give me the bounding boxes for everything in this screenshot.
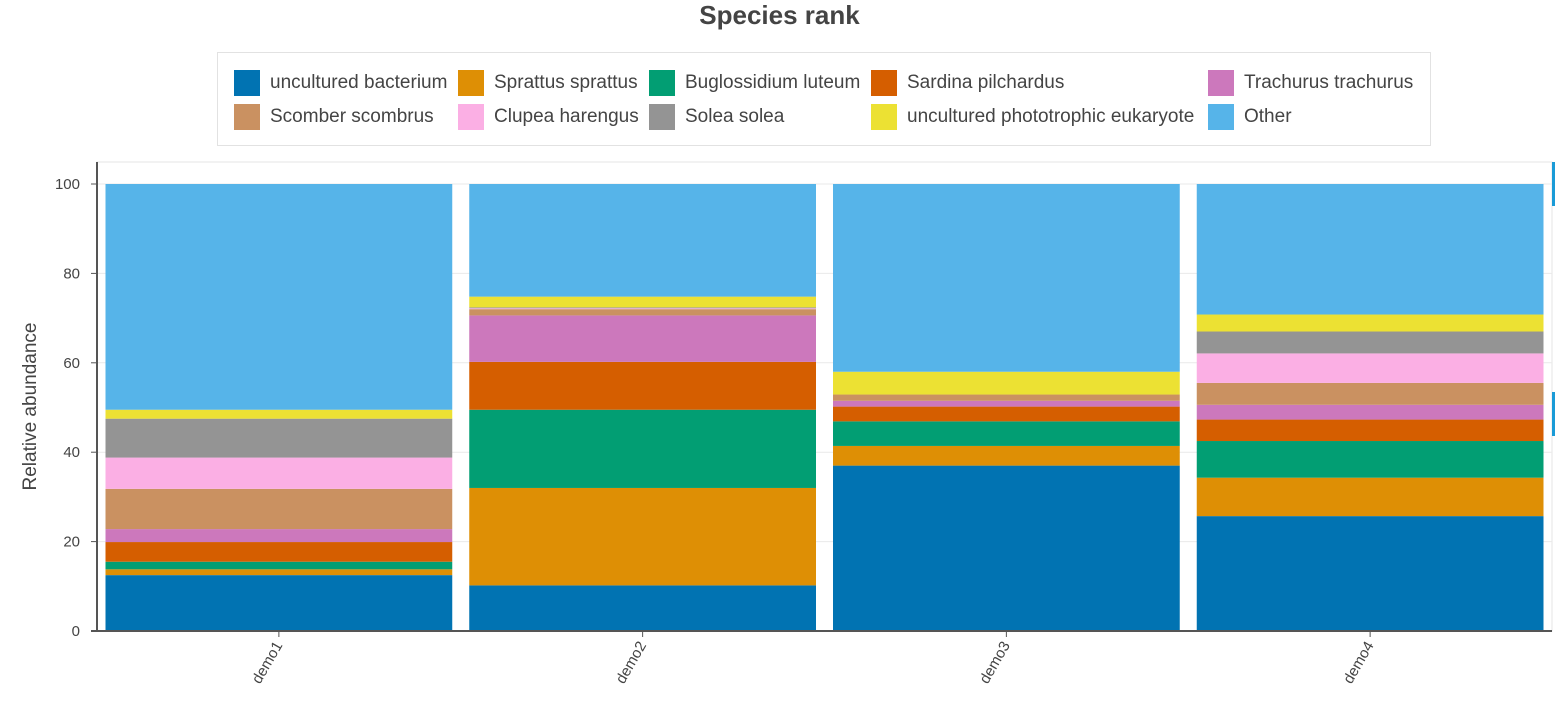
bar-demo4-sardina-pilchardus[interactable]: demo4 — Sardina pilchardus: 4.8 [1196, 419, 1544, 442]
legend-item-sardina-pilchardus[interactable]: Sardina pilchardus [871, 70, 1064, 96]
bar-demo4-sprattus-sprattus[interactable]: demo4 — Sprattus sprattus: 8.6 [1196, 477, 1544, 517]
y-tick-label: 40 [63, 444, 80, 461]
bar-demo2-uncultured-bacterium[interactable]: demo2 — uncultured bacterium: 10.2 [469, 585, 816, 631]
bar-demo2-uncultured-phototrophic-eukaryote[interactable]: demo2 — uncultured phototrophic eukaryot… [469, 296, 816, 308]
legend-swatch [234, 70, 260, 96]
bar-demo4-scomber-scombrus[interactable]: demo4 — Scomber scombrus: 4.9 [1196, 382, 1544, 405]
legend-label: Solea solea [685, 106, 785, 127]
chart-title: Species rank [699, 0, 860, 30]
bar-demo2-clupea-harengus[interactable]: demo2 — Clupea harengus: 0.2 [469, 308, 816, 310]
bar-demo2-trachurus-trachurus[interactable]: demo2 — Trachurus trachurus: 10.4 [469, 315, 816, 362]
bar-demo3-sardina-pilchardus[interactable]: demo3 — Sardina pilchardus: 3.3 [833, 406, 1180, 422]
legend-swatch [458, 70, 484, 96]
legend-item-solea-solea[interactable]: Solea solea [649, 104, 784, 130]
legend-swatch [234, 104, 260, 130]
legend-item-uncultured-bacterium[interactable]: uncultured bacterium [234, 70, 447, 96]
legend-item-clupea-harengus[interactable]: Clupea harengus [458, 104, 639, 130]
legend-swatch [871, 104, 897, 130]
legend-label: Scomber scombrus [270, 106, 434, 127]
legend-label: Clupea harengus [494, 106, 639, 127]
bar-demo3-other[interactable]: demo3 — Other: 42 [833, 184, 1180, 372]
bar-demo1-sardina-pilchardus[interactable]: demo1 — Sardina pilchardus: 4.4 [105, 542, 453, 562]
bar-demo4-buglossidium-luteum[interactable]: demo4 — Buglossidium luteum: 8.2 [1196, 441, 1544, 478]
bar-demo1-sprattus-sprattus[interactable]: demo1 — Sprattus sprattus: 1.3 [105, 569, 453, 576]
x-tick-label: demo3 [976, 639, 1014, 687]
y-tick-label: 80 [63, 265, 80, 282]
legend-label: Trachurus trachurus [1244, 72, 1414, 93]
legend-label: Sardina pilchardus [907, 72, 1065, 93]
legend-label: Other [1244, 106, 1292, 127]
legend-swatch [1208, 70, 1234, 96]
bar-demo1-trachurus-trachurus[interactable]: demo1 — Trachurus trachurus: 2.9 [105, 529, 453, 543]
legend-label: uncultured phototrophic eukaryote [907, 106, 1195, 127]
resize-handle-middle[interactable] [1552, 392, 1555, 436]
chart-legend: uncultured bacterium Sprattus sprattus Bug… [217, 52, 1431, 146]
y-axis-title: Relative abundance [20, 323, 41, 491]
bar-demo3-scomber-scombrus[interactable]: demo3 — Scomber scombrus: 1.4 [833, 394, 1180, 401]
bar-demo4-trachurus-trachurus[interactable]: demo4 — Trachurus trachurus: 3.3 [1196, 404, 1544, 420]
bar-demo1-other[interactable]: demo1 — Other: 50.5 [105, 184, 453, 410]
y-tick-label: 100 [55, 176, 80, 193]
legend-item-sprattus-sprattus[interactable]: Sprattus sprattus [458, 70, 638, 96]
bar-demo3-sprattus-sprattus[interactable]: demo3 — Sprattus sprattus: 4.4 [833, 445, 1180, 466]
legend-label: Sprattus sprattus [494, 72, 638, 93]
legend-swatch [1208, 104, 1234, 130]
bar-demo1-scomber-scombrus[interactable]: demo1 — Scomber scombrus: 9 [105, 488, 453, 530]
legend-label: Buglossidium luteum [685, 72, 861, 93]
legend-swatch [458, 104, 484, 130]
bar-demo2-other[interactable]: demo2 — Other: 25.2 [469, 184, 816, 297]
legend-item-other[interactable]: Other [1208, 104, 1292, 130]
bar-demo1-clupea-harengus[interactable]: demo1 — Clupea harengus: 7 [105, 457, 453, 489]
bar-demo4-solea-solea[interactable]: demo4 — Solea solea: 4.9 [1196, 331, 1544, 354]
bar-demo1-buglossidium-luteum[interactable]: demo1 — Buglossidium luteum: 1.7 [105, 561, 453, 570]
bar-demo1-solea-solea[interactable]: demo1 — Solea solea: 8.7 [105, 418, 453, 458]
y-tick-label: 0 [72, 623, 80, 640]
bar-demo4-uncultured-bacterium[interactable]: demo4 — uncultured bacterium: 25.7 [1196, 516, 1544, 631]
legend-item-uncultured-phototrophic-eukaryote[interactable]: uncultured phototrophic eukaryote [871, 104, 1194, 130]
bar-demo1-uncultured-phototrophic-eukaryote[interactable]: demo1 — uncultured phototrophic eukaryot… [105, 409, 453, 419]
legend-label: uncultured bacterium [270, 72, 448, 93]
bar-demo3-uncultured-bacterium[interactable]: demo3 — uncultured bacterium: 37 [833, 465, 1180, 631]
bar-demo4-other[interactable]: demo4 — Other: 29.2 [1196, 184, 1544, 315]
bar-demo2-sprattus-sprattus[interactable]: demo2 — Sprattus sprattus: 21.8 [469, 487, 816, 586]
bar-demo3-buglossidium-luteum[interactable]: demo3 — Buglossidium luteum: 5.5 [833, 421, 1180, 446]
legend-swatch [649, 70, 675, 96]
legend-item-scomber-scombrus[interactable]: Scomber scombrus [234, 104, 434, 130]
y-tick-label: 20 [63, 534, 80, 551]
bar-demo2-solea-solea[interactable]: demo2 — Solea solea: 0.2 [469, 307, 816, 309]
bar-demo2-buglossidium-luteum[interactable]: demo2 — Buglossidium luteum: 17.5 [469, 409, 816, 488]
x-tick-label: demo4 [1340, 639, 1378, 687]
x-tick-label: demo2 [612, 639, 650, 687]
bar-demo2-sardina-pilchardus[interactable]: demo2 — Sardina pilchardus: 10.7 [469, 361, 816, 410]
bar-demo3-trachurus-trachurus[interactable]: demo3 — Trachurus trachurus: 1.3 [833, 400, 1180, 407]
legend-item-trachurus-trachurus[interactable]: Trachurus trachurus [1208, 70, 1413, 96]
bar-demo4-clupea-harengus[interactable]: demo4 — Clupea harengus: 6.6 [1196, 353, 1544, 383]
bar-demo3-uncultured-phototrophic-eukaryote[interactable]: demo3 — uncultured phototrophic eukaryot… [833, 371, 1180, 395]
bar-demo4-uncultured-phototrophic-eukaryote[interactable]: demo4 — uncultured phototrophic eukaryot… [1196, 314, 1544, 332]
y-tick-label: 60 [63, 355, 80, 372]
legend-swatch [649, 104, 675, 130]
legend-item-buglossidium-luteum[interactable]: Buglossidium luteum [649, 70, 860, 96]
x-tick-label: demo1 [249, 639, 287, 687]
legend-swatch [871, 70, 897, 96]
bar-demo1-uncultured-bacterium[interactable]: demo1 — uncultured bacterium: 12.5 [105, 575, 453, 631]
bar-demo2-scomber-scombrus[interactable]: demo2 — Scomber scombrus: 1.4 [469, 309, 816, 316]
resize-handle-top[interactable] [1552, 162, 1555, 206]
